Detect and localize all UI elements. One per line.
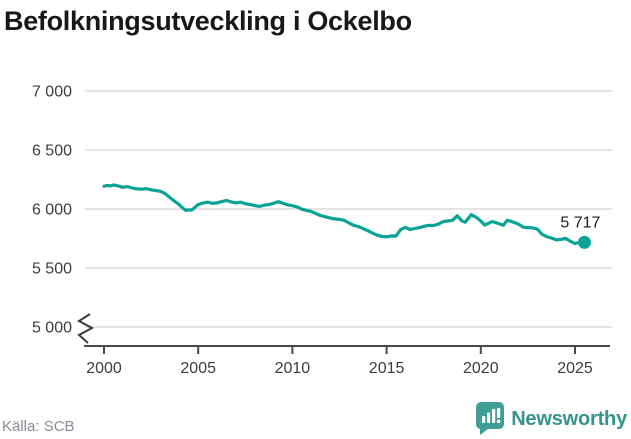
newsworthy-bubble-icon: [476, 402, 505, 435]
chart-canvas: 7 000 6 500 6 000 5 500 5 000 2000 2005 2010 201…: [32, 84, 612, 377]
y-tick-label: 6 500: [32, 143, 72, 160]
x-tick-label: 2025: [557, 360, 593, 377]
y-tick-label: 5 500: [32, 261, 72, 278]
y-tick-label: 6 000: [32, 202, 72, 219]
x-tick-label: 2020: [463, 360, 499, 377]
chart-title: Befolkningsutveckling i Ockelbo: [4, 6, 412, 36]
axis-break-icon: [77, 313, 95, 344]
x-tick-label: 2015: [369, 360, 405, 377]
newsworthy-logo[interactable]: Newsworthy: [476, 402, 627, 436]
series-end-dot: [577, 235, 591, 249]
x-tick-label: 2010: [275, 360, 311, 377]
newsworthy-wordmark: Newsworthy: [511, 407, 627, 430]
y-tick-label: 5 000: [32, 320, 72, 337]
series-end-value-label: 5 717: [560, 214, 600, 231]
population-series-line: [102, 183, 587, 246]
x-tick-label: 2005: [180, 360, 216, 377]
source-note: Källa: SCB: [2, 418, 75, 435]
population-line-chart: 7 000 6 500 6 000 5 500 5 000 2000 2005 2010 201…: [0, 60, 631, 390]
x-tick-label: 2000: [86, 360, 122, 377]
y-tick-label: 7 000: [32, 84, 72, 101]
